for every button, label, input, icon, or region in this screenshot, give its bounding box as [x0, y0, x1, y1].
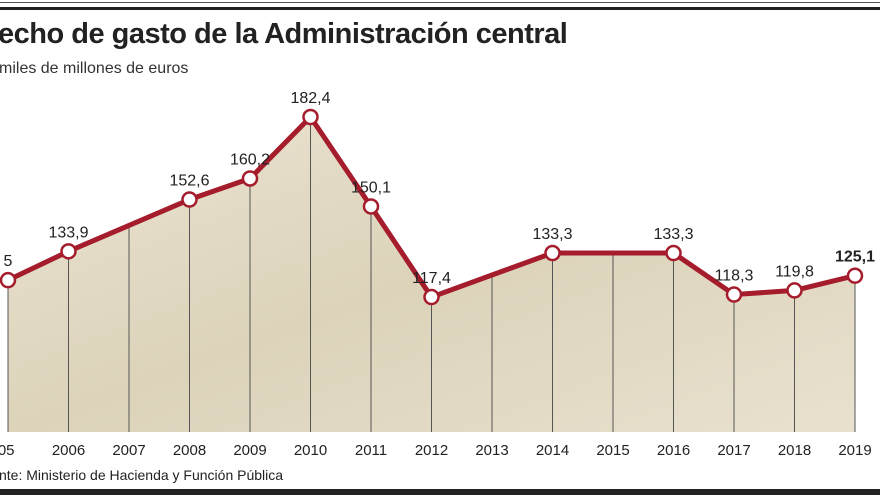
top-rule [0, 2, 880, 3]
x-tick-2014: 2014 [536, 442, 569, 459]
chart-title: echo de gasto de la Administración centr… [0, 18, 568, 50]
data-label-2006: 133,9 [48, 224, 88, 241]
x-tick-2009: 2009 [233, 442, 266, 459]
data-point-2005 [0, 271, 17, 289]
chart-source: nte: Ministerio de Hacienda y Función Pú… [0, 467, 284, 483]
data-point-2016 [665, 244, 682, 262]
area-fill [8, 117, 855, 432]
data-label-2018: 119,8 [775, 263, 814, 280]
data-point-2018 [786, 282, 803, 299]
data-label-2016: 133,3 [653, 226, 693, 243]
x-tick-2018: 2018 [778, 442, 811, 459]
data-point-2017 [725, 286, 743, 303]
data-point-2009 [241, 170, 259, 187]
bottom-rule [0, 489, 880, 495]
x-tick-2013: 2013 [475, 442, 508, 459]
top-rule-thick [0, 7, 880, 10]
data-label-2005: 5 [4, 253, 13, 270]
x-tick-2016: 2016 [657, 442, 690, 459]
data-label-2014: 133,3 [532, 226, 572, 243]
x-tick-2006: 2006 [52, 442, 85, 459]
data-label-2017: 118,3 [715, 268, 754, 285]
chart-subtitle: miles de millones de euros [0, 60, 189, 77]
x-tick-2015: 2015 [596, 442, 629, 459]
x-tick-2019: 2019 [838, 442, 871, 459]
data-point-2010 [302, 108, 319, 126]
data-label-2012: 117,4 [412, 270, 451, 287]
x-tick-2017: 2017 [717, 442, 750, 459]
data-point-2012 [423, 288, 440, 306]
x-tick-2007: 2007 [112, 442, 145, 459]
data-label-2019: 125,1 [835, 249, 875, 266]
data-label-2009: 160,2 [230, 151, 270, 168]
data-label-2008: 152,6 [169, 173, 209, 190]
x-tick-2008: 2008 [173, 442, 206, 459]
data-label-2011: 150,1 [351, 179, 391, 196]
data-point-2006 [60, 243, 77, 260]
data-point-2008 [181, 191, 198, 208]
x-tick-2010: 2010 [294, 442, 327, 459]
x-tick-2011: 2011 [355, 442, 387, 459]
x-tick-2005: 005 [0, 442, 15, 459]
data-point-2019 [846, 267, 864, 284]
data-point-2014 [544, 244, 561, 262]
data-label-2010: 182,4 [290, 90, 330, 107]
data-point-2011 [362, 198, 380, 215]
x-tick-2012: 2012 [415, 442, 448, 459]
